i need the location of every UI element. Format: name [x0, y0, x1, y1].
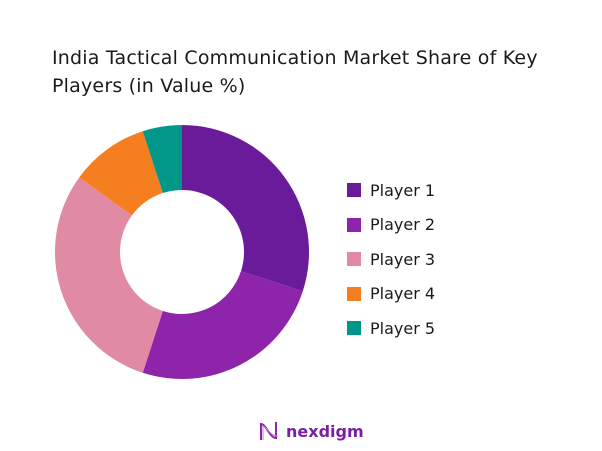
slice-player-1 — [182, 125, 309, 292]
legend-label: Player 4 — [370, 284, 436, 304]
legend-item: Player 5 — [347, 311, 435, 346]
brand-logo: nexdigm — [258, 420, 364, 442]
legend-label: Player 5 — [370, 318, 436, 338]
legend-swatch — [347, 321, 361, 336]
chart-title: India Tactical Communication Market Shar… — [52, 47, 538, 97]
legend-item: Player 4 — [347, 277, 435, 312]
slice-player-2 — [142, 271, 303, 379]
legend-label: Player 2 — [370, 215, 436, 235]
legend-swatch — [347, 286, 361, 301]
brand-name: nexdigm — [286, 421, 364, 441]
legend: Player 1 Player 2 Player 3 Player 4 Player 5 — [347, 173, 435, 346]
legend-swatch — [347, 217, 361, 232]
slice-player-5 — [142, 125, 182, 194]
legend-label: Player 3 — [370, 249, 436, 269]
legend-item: Player 3 — [347, 242, 435, 277]
legend-item: Player 2 — [347, 208, 435, 243]
legend-item: Player 1 — [347, 173, 435, 208]
nexdigm-logo-icon — [260, 422, 279, 440]
slice-player-3 — [54, 177, 163, 373]
legend-swatch — [347, 252, 361, 267]
slice-player-4 — [79, 131, 163, 216]
legend-label: Player 1 — [370, 180, 436, 200]
legend-swatch — [347, 183, 361, 198]
